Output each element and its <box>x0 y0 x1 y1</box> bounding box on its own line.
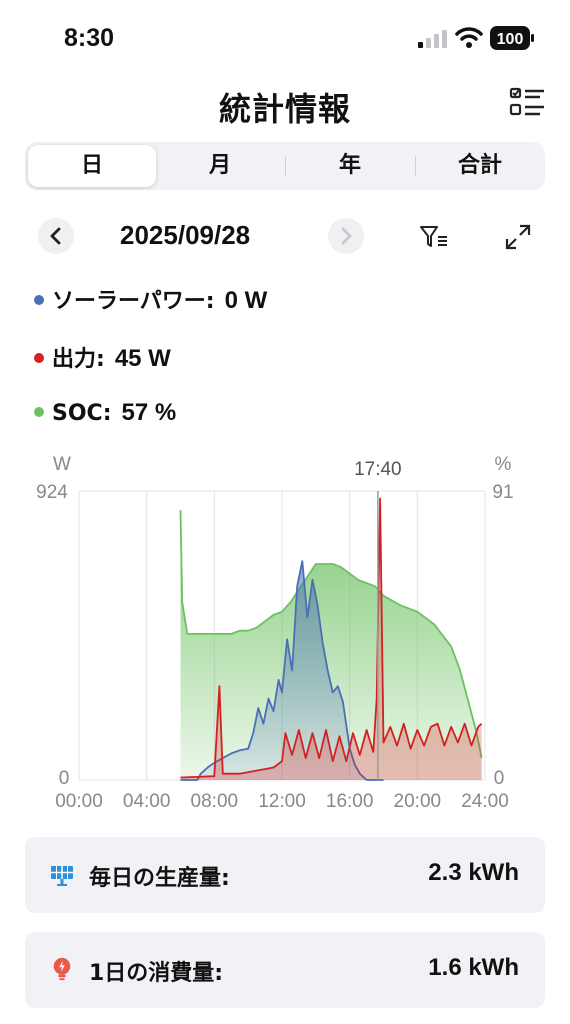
status-bar: 8:30 100 <box>0 0 570 76</box>
period-segmented-control: 日 月 年 合計 <box>25 142 545 190</box>
daily-consumption-value: 1.6 kWh <box>428 954 519 981</box>
cursor-time-label: 17:40 <box>354 459 402 480</box>
left-axis-unit: W <box>53 454 71 475</box>
output-area <box>180 498 482 780</box>
segment-divider <box>415 156 416 176</box>
solar-panel-icon <box>51 866 73 886</box>
battery-level: 100 <box>497 31 524 48</box>
x-tick-label: 16:00 <box>326 791 374 812</box>
soc-area <box>180 510 482 780</box>
output-label: 出力: <box>52 347 105 372</box>
right-axis-max-label: 91 <box>492 482 513 503</box>
tab-total[interactable]: 合計 <box>457 153 502 178</box>
segment-divider <box>285 156 286 176</box>
daily-production-value: 2.3 kWh <box>428 859 519 886</box>
status-time: 8:30 <box>64 24 115 52</box>
soc-value: 57 % <box>121 399 177 426</box>
output-line <box>180 497 483 779</box>
output-value: 45 W <box>114 345 171 372</box>
right-axis-unit: % <box>495 454 512 475</box>
fullscreen-expand-icon[interactable] <box>503 222 533 252</box>
tab-year[interactable]: 年 <box>338 153 361 178</box>
wifi-icon <box>455 27 483 48</box>
left-axis-min-label: 0 <box>59 768 70 789</box>
soc-legend-dot <box>34 407 44 417</box>
selected-date: 2025/09/28 <box>120 220 251 250</box>
x-tick-label: 00:00 <box>55 791 103 812</box>
tab-month[interactable]: 月 <box>208 153 231 178</box>
tab-day[interactable]: 日 <box>28 145 156 187</box>
lightbulb-icon <box>53 957 71 981</box>
chevron-left-icon <box>50 227 61 245</box>
legend-soc: SOC: 57 % <box>34 399 176 427</box>
solar-power-line <box>180 560 384 781</box>
x-tick-label: 24:00 <box>461 791 509 812</box>
soc-label: SOC: <box>52 401 112 426</box>
daily-production-card: 毎日の生産量: 2.3 kWh <box>25 837 545 913</box>
legend-solar-power: ソーラーパワー: 0 W <box>34 283 267 315</box>
x-tick-label: 08:00 <box>191 791 239 812</box>
output-legend-dot <box>34 353 44 363</box>
legend-output: 出力: 45 W <box>34 341 171 373</box>
daily-consumption-label: 1日の消費量: <box>89 961 224 986</box>
power-chart[interactable]: W 924 0 % 91 0 00:00 04:00 08:00 12:00 16:00… <box>0 450 570 820</box>
page-title: 統計情報 <box>218 90 351 128</box>
solar-label: ソーラーパワー: <box>52 289 215 314</box>
checklist-icon[interactable] <box>508 86 546 120</box>
next-day-button[interactable] <box>328 218 364 254</box>
battery-indicator: 100 <box>490 26 534 50</box>
soc-line <box>179 510 483 758</box>
x-tick-label: 20:00 <box>394 791 442 812</box>
x-tick-label: 12:00 <box>258 791 306 812</box>
solar-legend-dot <box>34 295 44 305</box>
previous-day-button[interactable] <box>38 218 74 254</box>
left-axis-max-label: 924 <box>36 482 68 503</box>
chart-series <box>179 491 483 781</box>
battery-icon: 100 <box>490 26 534 50</box>
solar-value: 0 W <box>224 287 268 314</box>
chevron-right-icon <box>341 227 352 245</box>
x-axis-ticks: 00:00 04:00 08:00 12:00 16:00 20:00 24:00 <box>55 791 509 812</box>
cellular-signal-icon <box>418 30 447 48</box>
daily-production-label: 毎日の生産量: <box>89 866 230 891</box>
filter-icon[interactable] <box>418 222 450 252</box>
x-tick-label: 04:00 <box>123 791 171 812</box>
solar-power-area <box>180 561 384 780</box>
daily-consumption-card: 1日の消費量: 1.6 kWh <box>25 932 545 1008</box>
right-axis-min-label: 0 <box>494 768 505 789</box>
